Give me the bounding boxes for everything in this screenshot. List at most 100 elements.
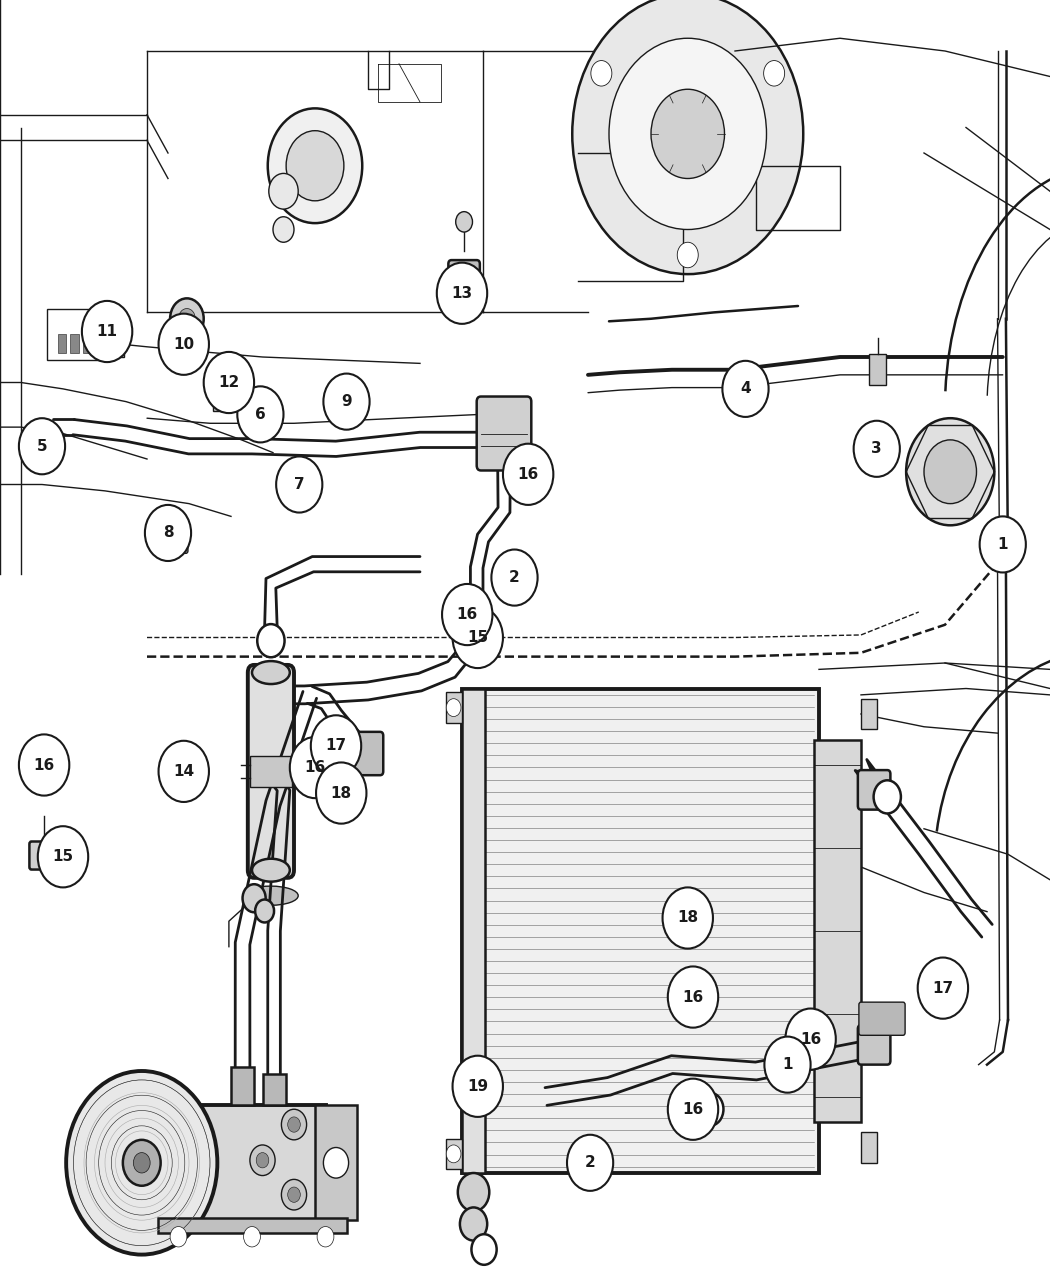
Circle shape xyxy=(269,173,298,209)
Text: 2: 2 xyxy=(509,570,520,585)
Circle shape xyxy=(170,298,204,339)
Circle shape xyxy=(906,418,994,525)
Circle shape xyxy=(82,301,132,362)
Bar xyxy=(250,756,292,787)
Circle shape xyxy=(204,352,254,413)
Circle shape xyxy=(442,584,492,645)
Circle shape xyxy=(276,456,322,513)
Circle shape xyxy=(123,1140,161,1186)
Circle shape xyxy=(591,60,612,87)
Circle shape xyxy=(178,334,195,354)
Bar xyxy=(814,740,861,1122)
Circle shape xyxy=(255,900,274,923)
Bar xyxy=(446,1139,462,1169)
Circle shape xyxy=(456,212,472,232)
Circle shape xyxy=(19,734,69,796)
Ellipse shape xyxy=(268,108,362,223)
Text: 19: 19 xyxy=(467,1079,488,1094)
Circle shape xyxy=(66,1071,217,1255)
Polygon shape xyxy=(136,1105,326,1220)
Text: 14: 14 xyxy=(173,764,194,779)
Circle shape xyxy=(668,966,718,1028)
Circle shape xyxy=(651,89,724,179)
Text: 8: 8 xyxy=(163,525,173,541)
Circle shape xyxy=(453,607,503,668)
FancyBboxPatch shape xyxy=(858,770,890,810)
Bar xyxy=(315,1105,357,1220)
FancyBboxPatch shape xyxy=(858,1025,890,1065)
Circle shape xyxy=(145,505,191,561)
Circle shape xyxy=(980,516,1026,572)
Circle shape xyxy=(785,1009,836,1070)
Circle shape xyxy=(918,958,968,1019)
Text: 15: 15 xyxy=(467,630,488,645)
Circle shape xyxy=(677,242,698,268)
Text: 13: 13 xyxy=(452,286,472,301)
Bar xyxy=(231,1067,254,1105)
Circle shape xyxy=(19,418,65,474)
Circle shape xyxy=(281,1109,307,1140)
Text: 16: 16 xyxy=(682,1102,704,1117)
Circle shape xyxy=(453,1056,503,1117)
Bar xyxy=(869,354,886,385)
Circle shape xyxy=(290,737,340,798)
Circle shape xyxy=(170,324,204,365)
Bar xyxy=(861,699,877,729)
Circle shape xyxy=(316,762,366,824)
Text: 2: 2 xyxy=(585,1155,595,1170)
Circle shape xyxy=(273,217,294,242)
Circle shape xyxy=(874,780,901,813)
Text: 16: 16 xyxy=(682,989,704,1005)
Circle shape xyxy=(460,1207,487,1241)
Bar xyxy=(58,334,66,353)
Circle shape xyxy=(281,1179,307,1210)
Circle shape xyxy=(38,826,88,887)
Text: 5: 5 xyxy=(37,439,47,454)
Text: 4: 4 xyxy=(740,381,751,397)
Text: 1: 1 xyxy=(998,537,1008,552)
Text: 15: 15 xyxy=(52,849,74,864)
Circle shape xyxy=(247,397,274,430)
Circle shape xyxy=(924,440,976,504)
FancyBboxPatch shape xyxy=(448,260,480,300)
Circle shape xyxy=(455,594,484,630)
Circle shape xyxy=(446,1145,461,1163)
Circle shape xyxy=(250,1145,275,1176)
Circle shape xyxy=(256,1153,269,1168)
Text: 11: 11 xyxy=(97,324,118,339)
FancyBboxPatch shape xyxy=(351,732,383,775)
Circle shape xyxy=(133,1153,150,1173)
Bar xyxy=(446,692,462,723)
Bar xyxy=(83,334,91,353)
Circle shape xyxy=(663,887,713,949)
Bar xyxy=(70,334,79,353)
Circle shape xyxy=(437,263,487,324)
Circle shape xyxy=(311,715,361,776)
Bar xyxy=(462,688,819,1173)
Text: 18: 18 xyxy=(331,785,352,801)
FancyBboxPatch shape xyxy=(161,523,188,553)
Circle shape xyxy=(668,1079,718,1140)
Circle shape xyxy=(243,885,266,913)
Ellipse shape xyxy=(286,131,344,201)
Text: 16: 16 xyxy=(304,760,326,775)
Circle shape xyxy=(317,1227,334,1247)
Circle shape xyxy=(471,1234,497,1265)
Circle shape xyxy=(237,386,284,442)
Circle shape xyxy=(446,699,461,717)
Circle shape xyxy=(323,374,370,430)
Text: 7: 7 xyxy=(294,477,304,492)
Circle shape xyxy=(170,1227,187,1247)
Circle shape xyxy=(491,550,538,606)
Circle shape xyxy=(567,1135,613,1191)
Circle shape xyxy=(257,623,285,658)
Ellipse shape xyxy=(244,886,298,905)
Bar xyxy=(213,382,245,411)
Circle shape xyxy=(696,1093,723,1126)
FancyBboxPatch shape xyxy=(29,842,59,870)
Text: 9: 9 xyxy=(341,394,352,409)
Bar xyxy=(108,314,121,323)
Circle shape xyxy=(609,38,766,230)
Circle shape xyxy=(30,742,58,775)
FancyBboxPatch shape xyxy=(477,397,531,470)
